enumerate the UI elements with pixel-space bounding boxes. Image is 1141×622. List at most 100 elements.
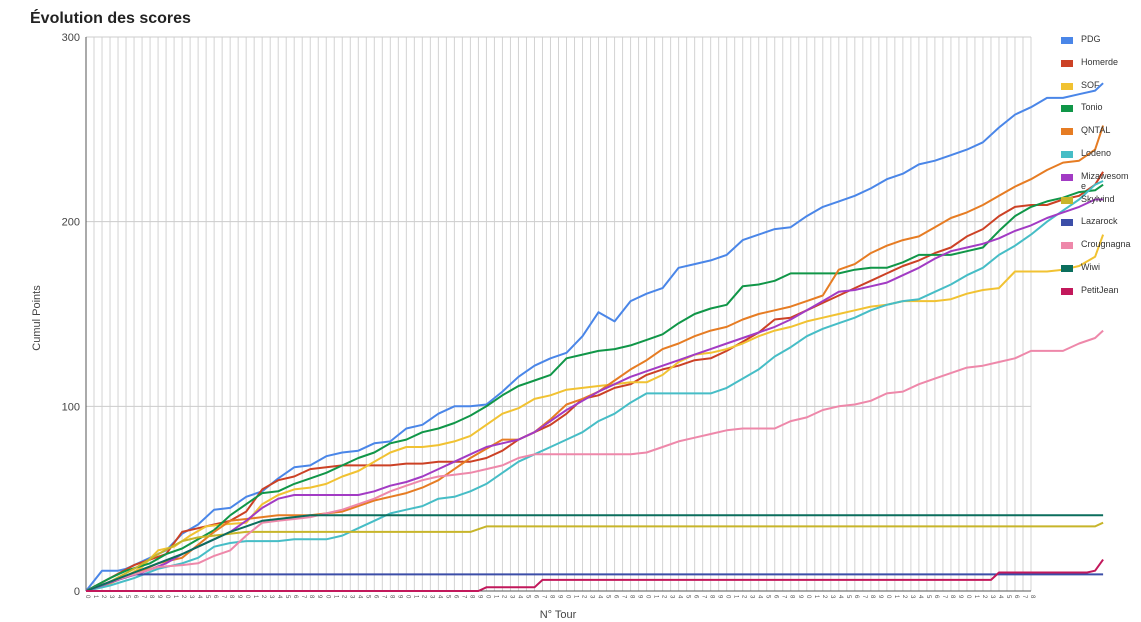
legend-label: Mizawesome bbox=[1081, 170, 1129, 191]
x-tick-label: 4 bbox=[356, 595, 362, 599]
x-tick-label: 8 bbox=[548, 595, 554, 599]
legend-item[interactable]: Lodeno bbox=[1061, 148, 1139, 171]
x-tick-label: 2 bbox=[180, 595, 186, 599]
x-tick-label: 1 bbox=[973, 595, 979, 599]
x-tick-label: 2 bbox=[500, 595, 506, 599]
legend-item[interactable]: Crougnagna bbox=[1061, 239, 1139, 262]
x-tick-label: 1 bbox=[332, 595, 338, 599]
x-tick-label: 0 bbox=[484, 595, 490, 599]
x-tick-label: 0 bbox=[244, 595, 250, 599]
x-tick-label: 2 bbox=[420, 595, 426, 599]
x-tick-label: 2 bbox=[741, 595, 747, 599]
x-tick-label: 1 bbox=[172, 595, 178, 599]
x-tick-label: 3 bbox=[829, 595, 835, 599]
x-tick-label: 7 bbox=[540, 595, 546, 599]
x-tick-label: 2 bbox=[981, 595, 987, 599]
x-tick-label: 0 bbox=[965, 595, 971, 599]
x-tick-label: 7 bbox=[941, 595, 947, 599]
legend-item[interactable]: Homerde bbox=[1061, 57, 1139, 80]
series-line-petitjean bbox=[86, 559, 1104, 592]
x-tick-label: 2 bbox=[100, 595, 106, 599]
legend-swatch bbox=[1061, 150, 1073, 158]
x-tick-label: 8 bbox=[388, 595, 394, 599]
x-tick-label: 7 bbox=[1021, 595, 1027, 599]
legend-label: Tonio bbox=[1081, 102, 1103, 113]
legend-swatch bbox=[1061, 128, 1073, 136]
legend-item[interactable]: Lazarock bbox=[1061, 216, 1139, 239]
x-tick-label: 6 bbox=[532, 595, 538, 599]
x-tick-label: 9 bbox=[797, 595, 803, 599]
series-line-crougnagna bbox=[85, 329, 1104, 592]
x-tick-label: 5 bbox=[605, 595, 611, 599]
x-tick-label: 4 bbox=[436, 595, 442, 599]
x-tick-label: 8 bbox=[148, 595, 154, 599]
legend-label: Skylvind bbox=[1081, 193, 1115, 204]
x-tick-label: 3 bbox=[989, 595, 995, 599]
legend-swatch bbox=[1061, 59, 1073, 67]
x-tick-label: 3 bbox=[428, 595, 434, 599]
x-tick-label: 6 bbox=[372, 595, 378, 599]
x-tick-label: 8 bbox=[1029, 595, 1035, 599]
legend-item[interactable]: QNTAL bbox=[1061, 125, 1139, 148]
legend-item[interactable]: Mizawesome bbox=[1061, 171, 1139, 194]
x-tick-label: 7 bbox=[300, 595, 306, 599]
legend-item[interactable]: PetitJean bbox=[1061, 285, 1139, 308]
x-tick-label: 3 bbox=[749, 595, 755, 599]
legend-swatch bbox=[1061, 196, 1073, 204]
x-tick-label: 0 bbox=[645, 595, 651, 599]
x-tick-label: 3 bbox=[508, 595, 514, 599]
x-tick-label: 1 bbox=[412, 595, 418, 599]
legend-label: Crougnagna bbox=[1081, 239, 1131, 250]
x-tick-label: 5 bbox=[765, 595, 771, 599]
x-tick-label: 3 bbox=[268, 595, 274, 599]
x-tick-label: 3 bbox=[348, 595, 354, 599]
x-tick-label: 7 bbox=[220, 595, 226, 599]
grid bbox=[85, 36, 1032, 592]
legend-label: PetitJean bbox=[1081, 284, 1119, 295]
legend-item[interactable]: Skylvind bbox=[1061, 194, 1139, 217]
x-axis-label: N° Tour bbox=[540, 609, 577, 621]
x-tick-label: 6 bbox=[853, 595, 859, 599]
x-tick-label: 8 bbox=[468, 595, 474, 599]
x-tick-label: 7 bbox=[701, 595, 707, 599]
x-tick-label: 9 bbox=[476, 595, 482, 599]
x-tick-label: 8 bbox=[629, 595, 635, 599]
x-tick-label: 1 bbox=[653, 595, 659, 599]
series-line-wiwi bbox=[85, 514, 1104, 592]
x-tick-label: 8 bbox=[949, 595, 955, 599]
x-tick-label: 0 bbox=[885, 595, 891, 599]
x-tick-label: 6 bbox=[933, 595, 939, 599]
x-tick-label: 5 bbox=[685, 595, 691, 599]
x-tick-label: 9 bbox=[717, 595, 723, 599]
legend-item[interactable]: Tonio bbox=[1061, 102, 1139, 125]
series-lines bbox=[85, 82, 1105, 592]
x-tick-label: 8 bbox=[308, 595, 314, 599]
series-line-homerde bbox=[85, 171, 1104, 592]
x-tick-label: 4 bbox=[597, 595, 603, 599]
x-tick-label: 6 bbox=[212, 595, 218, 599]
y-tick-label: 300 bbox=[62, 32, 80, 44]
legend-swatch bbox=[1061, 37, 1073, 44]
x-tick-label: 2 bbox=[901, 595, 907, 599]
x-tick-label: 6 bbox=[452, 595, 458, 599]
x-tick-label: 6 bbox=[613, 595, 619, 599]
x-tick-label: 0 bbox=[164, 595, 170, 599]
legend-item[interactable]: PDG bbox=[1061, 34, 1139, 57]
x-tick-label: 6 bbox=[1013, 595, 1019, 599]
x-tick-label: 1 bbox=[92, 595, 98, 599]
x-tick-label: 1 bbox=[573, 595, 579, 599]
x-tick-label: 5 bbox=[204, 595, 210, 599]
legend-item[interactable]: SOF bbox=[1061, 80, 1139, 103]
legend-item[interactable]: Wiwi bbox=[1061, 262, 1139, 285]
x-tick-label: 3 bbox=[589, 595, 595, 599]
x-tick-label: 0 bbox=[84, 595, 90, 599]
x-tick-label: 5 bbox=[524, 595, 530, 599]
x-tick-label: 1 bbox=[492, 595, 498, 599]
x-tick-label: 4 bbox=[276, 595, 282, 599]
x-tick-label: 6 bbox=[773, 595, 779, 599]
x-tick-label: 2 bbox=[821, 595, 827, 599]
x-tick-label: 4 bbox=[757, 595, 763, 599]
x-tick-label: 7 bbox=[781, 595, 787, 599]
x-tick-label: 4 bbox=[917, 595, 923, 599]
